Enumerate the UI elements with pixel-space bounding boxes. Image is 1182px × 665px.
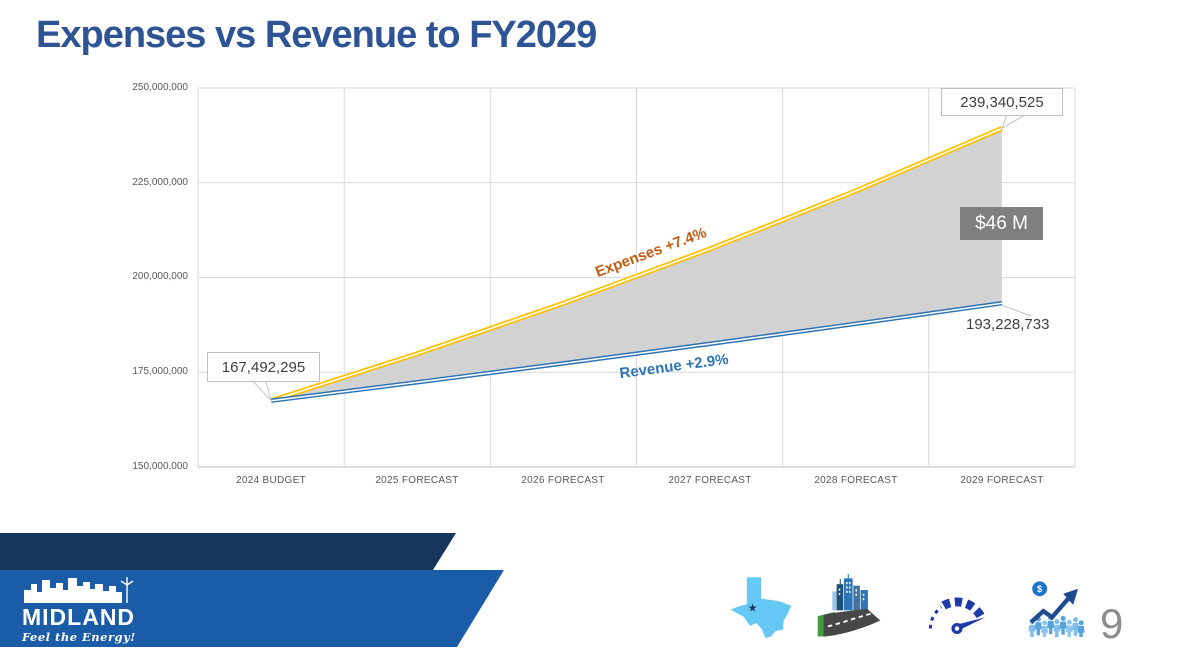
logo-tagline: Feel the Energy! — [22, 630, 136, 644]
midland-logo: MIDLAND Feel the Energy! — [22, 575, 142, 644]
speedometer-icon — [928, 597, 987, 635]
y-axis-tick-label: 200,000,000 — [132, 271, 188, 282]
y-axis-tick-label: 250,000,000 — [132, 82, 188, 93]
start-value-callout: 167,492,295 — [207, 352, 320, 382]
x-axis-tick-label: 2027 FORECAST — [668, 475, 752, 486]
revenue-end-label: 193,228,733 — [966, 316, 1050, 333]
footer-light-band — [0, 570, 504, 647]
gap-amount-badge: $46 M — [960, 207, 1043, 240]
x-axis-tick-label: 2024 BUDGET — [236, 475, 306, 486]
gap-area — [271, 128, 1002, 401]
logo-name: MIDLAND — [22, 604, 136, 630]
y-axis-tick-label: 225,000,000 — [132, 177, 188, 188]
city-road-icon — [817, 574, 881, 637]
page-number: 9 — [1100, 600, 1124, 647]
revenue-end-leader — [1001, 304, 1032, 317]
y-axis-tick-label: 150,000,000 — [132, 461, 188, 472]
expenses-end-callout: 239,340,525 — [941, 88, 1063, 116]
skyline-icon — [24, 577, 134, 603]
slide-title: Expenses vs Revenue to FY2029 — [36, 14, 597, 56]
texas-map-icon: ★ — [730, 577, 792, 638]
y-axis-tick-label: 175,000,000 — [132, 366, 188, 377]
x-axis-tick-label: 2029 FORECAST — [960, 475, 1044, 486]
x-axis-tick-label: 2025 FORECAST — [375, 475, 459, 486]
svg-text:★: ★ — [748, 603, 758, 615]
x-axis-tick-label: 2028 FORECAST — [814, 475, 898, 486]
svg-text:$: $ — [1037, 584, 1043, 594]
financial-growth-icon: $ — [1028, 581, 1085, 637]
x-axis-tick-label: 2026 FORECAST — [521, 475, 605, 486]
footer-dark-band — [0, 533, 456, 570]
